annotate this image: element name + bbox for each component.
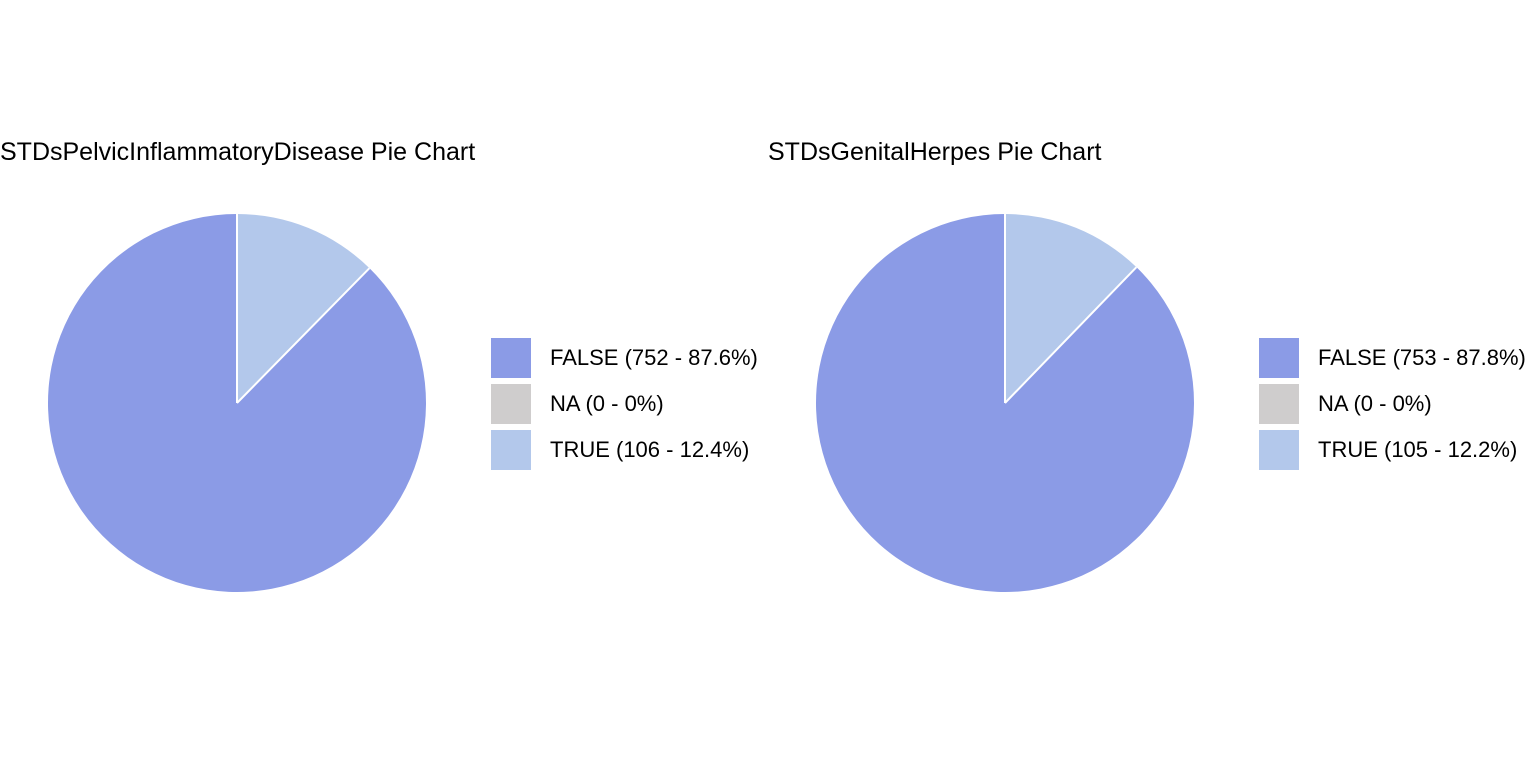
chart-title: STDsPelvicInflammatoryDisease Pie Chart (0, 138, 476, 166)
legend-swatch-false (1259, 338, 1299, 378)
legend-label-false: FALSE (753 - 87.8%) (1318, 345, 1526, 370)
legend-item-true: TRUE (105 - 12.2%) (1259, 429, 1535, 475)
legend-swatch-true (491, 430, 531, 470)
legend: FALSE (752 - 87.6%) NA (0 - 0%) TRUE (10… (491, 337, 767, 475)
legend-item-true: TRUE (106 - 12.4%) (491, 429, 767, 475)
pie-chart-panel-1: STDsPelvicInflammatoryDisease Pie Chart … (0, 138, 767, 592)
legend: FALSE (753 - 87.8%) NA (0 - 0%) TRUE (10… (1259, 337, 1535, 475)
legend-item-false: FALSE (752 - 87.6%) (491, 337, 767, 383)
chart-title: STDsGenitalHerpes Pie Chart (768, 138, 1102, 166)
slice-divider (1004, 266, 1138, 404)
legend-label-true: TRUE (106 - 12.4%) (550, 437, 750, 462)
pie-chart-panel-2: STDsGenitalHerpes Pie Chart FALSE (753 -… (768, 0, 1536, 768)
legend-item-na: NA (0 - 0%) (1259, 383, 1535, 429)
legend-label-na: NA (0 - 0%) (550, 391, 664, 416)
legend-swatch-na (1259, 384, 1299, 424)
pie-chart (48, 214, 426, 592)
legend-label-true: TRUE (105 - 12.2%) (1318, 437, 1518, 462)
legend-item-na: NA (0 - 0%) (491, 383, 767, 429)
legend-swatch-false (491, 338, 531, 378)
legend-swatch-true (1259, 430, 1299, 470)
pie-slice-true (1005, 214, 1137, 403)
pie-chart (815, 214, 1194, 592)
legend-swatch-na (491, 384, 531, 424)
legend-label-false: FALSE (752 - 87.6%) (550, 345, 758, 370)
pie-slice-true (237, 214, 370, 403)
legend-label-na: NA (0 - 0%) (1318, 391, 1432, 416)
legend-item-false: FALSE (753 - 87.8%) (1259, 337, 1535, 383)
slice-divider (236, 267, 371, 404)
